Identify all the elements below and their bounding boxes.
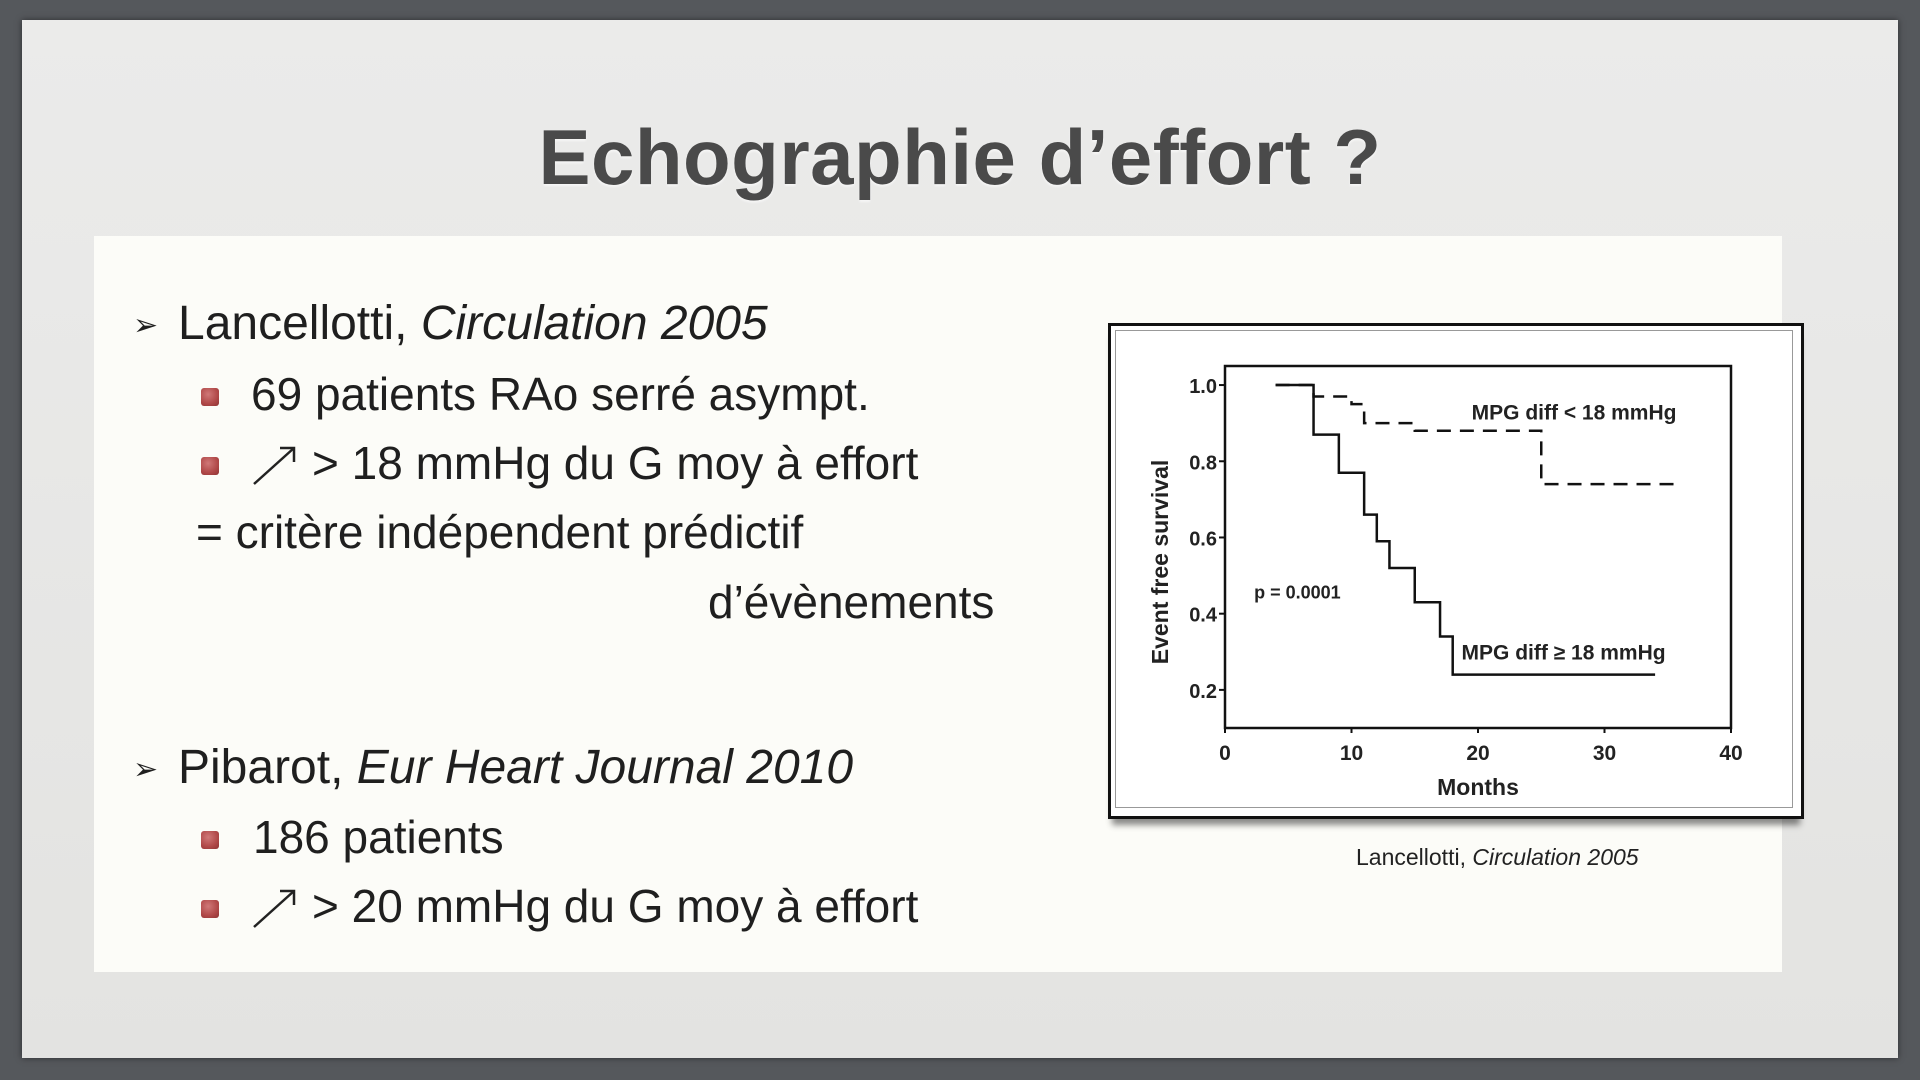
- study2-bullet-gradient: > 20 mmHg du G moy à effort: [312, 880, 919, 932]
- study2-author: Pibarot,: [178, 741, 357, 794]
- survival-chart: 1.0 0.8 0.6 0.4 0.2 0 10 20 30 40 Months Event free…: [1147, 364, 1743, 800]
- study1-conclusion-line2: d’évènements: [708, 576, 995, 628]
- series-label-high-mpg: MPG diff ≥ 18 mmHg: [1462, 641, 1666, 664]
- caption-author: Lancellotti,: [1356, 844, 1473, 870]
- x-tick-label: 30: [1593, 742, 1616, 765]
- chart-inner-border: [1115, 330, 1793, 808]
- study2-journal: Eur Heart Journal 2010: [356, 741, 854, 794]
- slide-title: Echographie d’effort ?: [538, 113, 1382, 201]
- chart-caption: Lancellotti, Circulation 2005: [1356, 844, 1639, 871]
- bullet-square: [201, 831, 219, 849]
- bullet-square: [201, 900, 219, 918]
- study1-author: Lancellotti,: [178, 297, 421, 350]
- bullet-square: [201, 388, 219, 406]
- study2-bullet-patients: 186 patients: [253, 811, 504, 863]
- study1-conclusion-line1: = critère indépendent prédictif: [196, 506, 804, 558]
- series-label-low-mpg: MPG diff < 18 mmHg: [1472, 401, 1677, 424]
- study1-journal: Circulation 2005: [420, 297, 768, 350]
- list-marker: ➢: [133, 753, 159, 786]
- y-tick-label: 0.4: [1189, 605, 1218, 627]
- x-tick-label: 40: [1719, 742, 1742, 765]
- list-marker: ➢: [133, 309, 159, 342]
- study1-bullet-gradient: > 18 mmHg du G moy à effort: [312, 437, 919, 489]
- y-tick-label: 0.8: [1189, 452, 1217, 474]
- y-tick-label: 0.2: [1189, 681, 1217, 703]
- y-tick-label: 1.0: [1189, 376, 1217, 398]
- x-tick-label: 20: [1466, 742, 1489, 765]
- series-line-high-mpg: [1275, 383, 1656, 676]
- increase-arrow-icon: [253, 889, 296, 928]
- study1-bullet-patients: 69 patients RAo serré asympt.: [251, 368, 870, 420]
- bullet-square: [201, 457, 219, 475]
- caption-journal: Circulation 2005: [1472, 844, 1639, 870]
- study1-heading: Lancellotti, Circulation 2005: [178, 296, 768, 351]
- x-tick-label: 10: [1340, 742, 1363, 765]
- x-axis-label: Months: [1437, 774, 1519, 800]
- study2-heading: Pibarot, Eur Heart Journal 2010: [178, 740, 853, 795]
- survival-chart-frame: 1.0 0.8 0.6 0.4 0.2 0 10 20 30 40 Months Event free…: [1108, 323, 1804, 819]
- y-axis-label: Event free survival: [1147, 460, 1173, 665]
- p-value-annotation: p = 0.0001: [1254, 582, 1341, 602]
- increase-arrow-icon: [253, 446, 296, 485]
- x-tick-label: 0: [1219, 742, 1231, 765]
- y-tick-label: 0.6: [1189, 528, 1217, 550]
